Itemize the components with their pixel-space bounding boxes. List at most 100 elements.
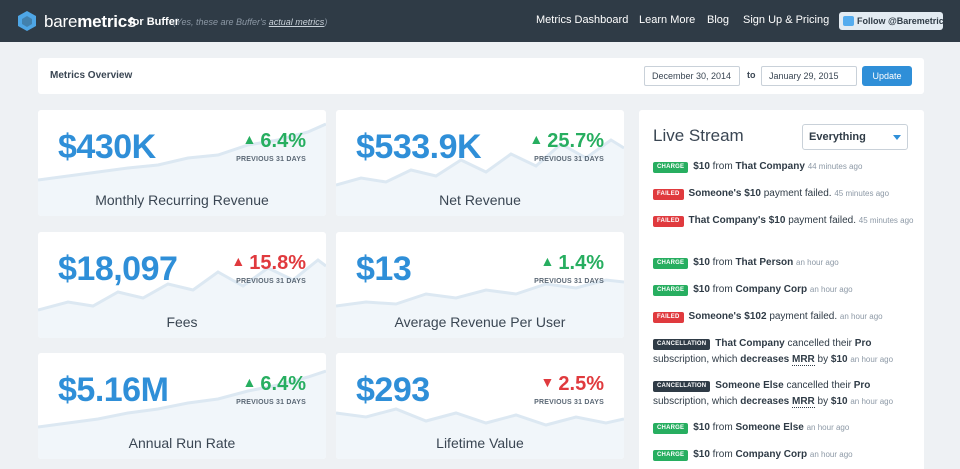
event-customer[interactable]: That Company [715, 338, 785, 349]
metric-card-fees[interactable]: $18,097 ▲ 15.8% PREVIOUS 31 DAYS Fees [38, 232, 326, 338]
event-text: from [712, 449, 733, 460]
event-decreases: decreases [740, 354, 790, 365]
stream-event: FAILED Someone's $10 payment failed. 45 m… [653, 186, 915, 202]
metric-label: Monthly Recurring Revenue [95, 192, 269, 208]
metric-card-net-revenue[interactable]: $533.9K ▲ 25.7% PREVIOUS 31 DAYS Net Reve… [336, 110, 624, 216]
event-customer[interactable]: Someone's $102 [688, 311, 767, 322]
arrow-up-icon: ▲ [242, 374, 257, 390]
metric-change-value: 6.4% [260, 130, 306, 152]
event-customer[interactable]: Company Corp [735, 449, 808, 460]
metric-change: ▼ 2.5% [541, 373, 604, 396]
charge-badge: CHARGE [653, 423, 689, 434]
sparkline-lifetime-value [336, 407, 624, 459]
metric-change-value: 25.7% [547, 130, 604, 152]
metric-value: $5.16M [58, 371, 169, 409]
nav-metrics-dashboard[interactable]: Metrics Dashboard [536, 14, 629, 26]
metric-change-value: 1.4% [558, 252, 604, 274]
event-text: by [817, 396, 829, 407]
metrics-overview-bar: Metrics Overview to Update [38, 58, 924, 94]
tagline-suffix: ) [324, 17, 328, 27]
metric-change: ▲ 25.7% [529, 130, 604, 153]
live-stream-title: Live Stream [653, 126, 744, 145]
event-mrr[interactable]: MRR [791, 396, 815, 408]
event-amount: $10 [693, 161, 710, 172]
event-amount: $10 [830, 396, 848, 407]
event-customer[interactable]: That Company [735, 161, 805, 172]
stream-filter-select[interactable]: Everything [802, 124, 908, 150]
actual-metrics-link[interactable]: actual metrics [268, 17, 325, 27]
brand-bold: metrics [77, 12, 137, 31]
charge-badge: CHARGE [653, 258, 689, 269]
event-amount: $10 [693, 449, 710, 460]
brand-light: bare [44, 12, 78, 31]
end-date-input[interactable] [761, 66, 857, 86]
follow-twitter-button[interactable]: Follow @Baremetrics [839, 12, 949, 30]
arrow-up-icon: ▲ [540, 253, 555, 269]
event-text: from [712, 284, 733, 295]
metric-card-lifetime-value[interactable]: $293 ▼ 2.5% PREVIOUS 31 DAYS Lifetime Val… [336, 353, 624, 459]
nav-blog[interactable]: Blog [707, 14, 730, 26]
stream-event: CANCELLATION Someone Else cancelled their… [653, 378, 915, 410]
event-text: from [712, 422, 733, 433]
event-mrr[interactable]: MRR [791, 354, 815, 366]
metric-label: Lifetime Value [436, 435, 524, 451]
charge-badge: CHARGE [653, 162, 689, 173]
event-customer[interactable]: That Company's $10 [688, 215, 786, 226]
event-time: an hour ago [809, 285, 853, 294]
metric-change-value: 6.4% [260, 373, 306, 395]
event-time: an hour ago [796, 258, 839, 267]
chevron-down-icon [893, 135, 901, 140]
stream-event: CHARGE $10 from That Person an hour ago [653, 255, 915, 271]
event-text: subscription, which [653, 396, 738, 407]
event-time: 45 minutes ago [858, 216, 914, 225]
event-customer[interactable]: Company Corp [735, 284, 808, 295]
event-customer[interactable]: Someone's $10 [688, 188, 761, 199]
metric-label: Average Revenue Per User [394, 314, 566, 330]
event-time: an hour ago [809, 450, 853, 459]
metric-card-mrr[interactable]: $430K ▲ 6.4% PREVIOUS 31 DAYS Monthly Rec… [38, 110, 326, 216]
event-text: cancelled their [787, 338, 853, 349]
stream-event: CANCELLATION That Company cancelled their… [653, 336, 915, 368]
event-time: an hour ago [806, 423, 850, 432]
live-stream-panel: Live Stream Everything CHARGE $10 from Th… [639, 110, 924, 469]
event-customer[interactable]: That Person [735, 257, 794, 268]
brand-name[interactable]: baremetrics [44, 12, 137, 32]
metric-value: $13 [356, 250, 412, 288]
metrics-overview-title: Metrics Overview [50, 70, 133, 81]
stream-filter-value: Everything [809, 131, 866, 143]
start-date-input[interactable] [644, 66, 740, 86]
stream-event: FAILED Someone's $102 payment failed. an … [653, 309, 915, 325]
update-button[interactable]: Update [862, 66, 912, 86]
event-time: an hour ago [850, 355, 894, 364]
event-text: from [712, 161, 733, 172]
metric-change: ▲ 15.8% [231, 252, 306, 275]
nav-learn-more[interactable]: Learn More [639, 14, 696, 26]
arrow-up-icon: ▲ [529, 131, 544, 147]
event-decreases: decreases [740, 396, 790, 407]
event-text: payment failed. [769, 311, 838, 322]
metric-card-arpu[interactable]: $13 ▲ 1.4% PREVIOUS 31 DAYS Average Reven… [336, 232, 624, 338]
sparkline-fees [38, 258, 326, 338]
to-label: to [747, 70, 756, 80]
metric-card-annual-run-rate[interactable]: $5.16M ▲ 6.4% PREVIOUS 31 DAYS Annual Run… [38, 353, 326, 459]
event-customer[interactable]: Someone Else [715, 380, 784, 391]
sparkline-arpu [336, 278, 624, 338]
metric-label: Annual Run Rate [128, 435, 236, 451]
charge-badge: CHARGE [653, 450, 689, 461]
metric-period: PREVIOUS 31 DAYS [236, 278, 306, 285]
nav-sign-up-pricing[interactable]: Sign Up & Pricing [743, 14, 830, 26]
event-amount: $10 [693, 284, 710, 295]
event-customer[interactable]: Someone Else [735, 422, 804, 433]
twitter-icon [843, 16, 854, 26]
metric-period: PREVIOUS 31 DAYS [534, 399, 604, 406]
event-text: payment failed. [763, 188, 832, 199]
sparkline-mrr [38, 122, 326, 216]
metric-value: $533.9K [356, 128, 482, 166]
event-text: by [817, 354, 829, 365]
metric-period: PREVIOUS 31 DAYS [236, 156, 306, 163]
event-text: from [712, 257, 733, 268]
baremetrics-logo-icon[interactable] [16, 10, 38, 32]
metric-change: ▲ 6.4% [243, 373, 306, 396]
metric-value: $18,097 [58, 250, 178, 288]
top-navbar: baremetrics for Buffer (Yes, these are B… [0, 0, 960, 42]
